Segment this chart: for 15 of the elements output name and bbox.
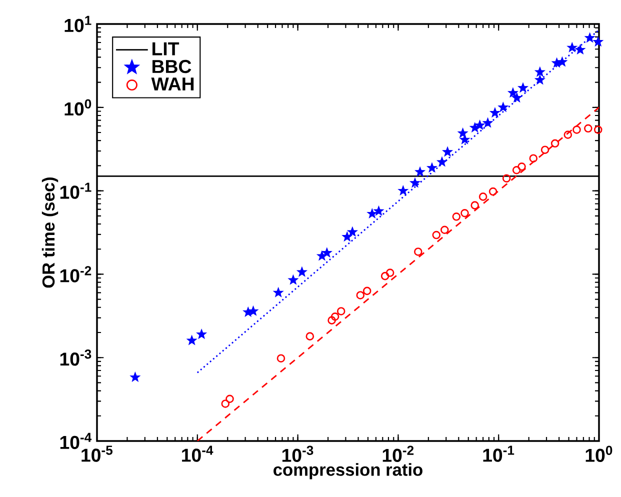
x-tick-label: 10$^{0}$	[586, 446, 612, 462]
y-tick-label: 10$^{-1}$	[60, 182, 92, 199]
x-tick-label: 10$^{-3}$	[282, 446, 314, 462]
x-tick-label: 10$^{-2}$	[382, 446, 414, 462]
legend-label: LIT	[152, 42, 180, 56]
x-axis-title: compression ratio	[274, 463, 422, 480]
x-tick-label: 10$^{-1}$	[483, 446, 514, 462]
y-tick-label: 10$^{0}$	[64, 99, 92, 116]
y-tick-label: 10$^{1}$	[64, 16, 92, 32]
y-tick-label: 10$^{-3}$	[60, 349, 92, 366]
y-tick-label: 10$^{-2}$	[60, 266, 92, 282]
x-tick-label: 10$^{-4}$	[182, 446, 214, 462]
legend-label: WAH	[151, 78, 194, 90]
y-axis-title: OR time (sec)	[42, 178, 58, 288]
legend-label: BBC	[152, 60, 192, 74]
